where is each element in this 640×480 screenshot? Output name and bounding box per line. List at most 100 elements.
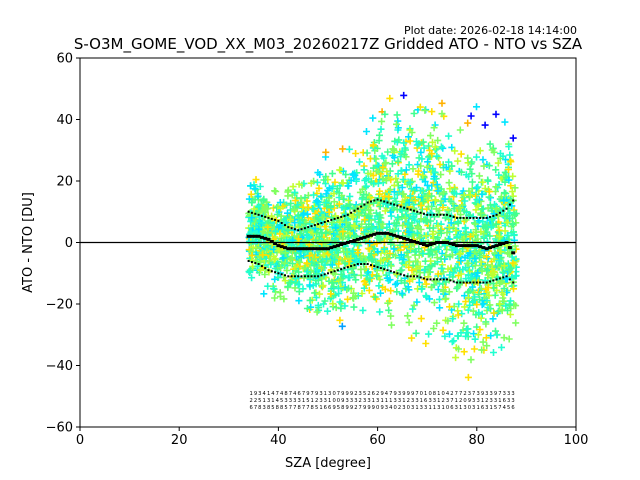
data-point (380, 245, 388, 253)
data-point (496, 300, 504, 308)
data-point (313, 308, 321, 316)
data-point (369, 141, 377, 149)
data-point (410, 110, 418, 117)
data-point (333, 264, 341, 272)
data-point (404, 312, 412, 320)
bin-count-digit: 7 (459, 391, 462, 397)
data-point (471, 254, 479, 262)
data-point (439, 204, 447, 211)
mean-minus-std-marker (307, 275, 310, 278)
mean-minus-std-marker (327, 272, 329, 275)
data-point (494, 159, 502, 167)
bin-count-digit: 5 (306, 398, 309, 404)
data-point (413, 229, 421, 237)
data-point (456, 126, 464, 134)
data-point (416, 269, 424, 277)
data-point (406, 192, 414, 200)
mean-marker (299, 247, 304, 251)
bin-count-digit: 1 (389, 398, 392, 404)
data-point (440, 188, 448, 196)
data-point (306, 233, 314, 241)
mean-plus-std-marker (462, 216, 465, 219)
mean-plus-std-marker (389, 202, 392, 205)
bin-count-digit: 4 (263, 391, 267, 397)
bin-count-digit: 1 (420, 398, 423, 404)
data-point (269, 285, 277, 292)
bin-count-digit: 7 (302, 405, 305, 411)
data-point (248, 214, 256, 222)
data-point (394, 170, 402, 178)
data-point (506, 266, 514, 274)
mean-marker (448, 242, 453, 245)
data-point (254, 240, 262, 248)
data-point (400, 91, 408, 99)
data-point (330, 198, 338, 206)
data-point (350, 303, 358, 311)
data-point (336, 316, 344, 324)
mean-plus-std-marker (419, 211, 422, 214)
data-point (475, 291, 483, 298)
bin-count-digit: 3 (490, 398, 493, 404)
data-point (289, 183, 297, 191)
data-point (314, 301, 322, 309)
data-point (487, 223, 495, 231)
bin-count-digit: 5 (284, 405, 287, 411)
mean-marker (378, 231, 383, 235)
mean-plus-std-marker (502, 209, 505, 212)
data-point (507, 182, 515, 190)
x-tick-label: 0 (76, 433, 84, 448)
data-point (490, 309, 498, 317)
data-point (498, 193, 505, 201)
data-point (311, 225, 319, 233)
bin-count-digit: 0 (428, 391, 431, 397)
data-point (482, 334, 490, 342)
data-point (446, 271, 454, 279)
data-point (433, 319, 441, 327)
bin-count-digit: 9 (372, 405, 375, 411)
bin-count-digit: 1 (437, 398, 440, 404)
mean-minus-std-marker (360, 263, 363, 265)
data-point (507, 297, 514, 305)
data-point (413, 138, 420, 145)
data-point (488, 264, 496, 272)
data-point (296, 218, 304, 226)
data-point (431, 143, 439, 151)
data-point (374, 248, 382, 256)
bin-count-digit: 3 (446, 398, 449, 404)
data-point (252, 176, 260, 184)
data-point (425, 268, 433, 276)
data-point (258, 207, 266, 215)
mean-minus-std-marker (290, 275, 293, 278)
bin-count-digit: 7 (276, 391, 279, 397)
bin-count-digit: 2 (254, 398, 257, 404)
data-point (407, 245, 414, 253)
data-point (312, 254, 319, 261)
data-point (458, 310, 466, 318)
data-point (410, 301, 418, 309)
mean-marker (316, 247, 321, 251)
bin-count-digit: 3 (376, 398, 379, 404)
mean-plus-std-marker (320, 222, 323, 224)
data-point (439, 144, 447, 152)
mean-plus-std-marker (260, 214, 263, 217)
mean-plus-std-marker (459, 216, 462, 219)
data-point (385, 306, 393, 314)
data-point (365, 214, 373, 222)
bin-count-digit: 4 (503, 405, 507, 411)
mean-minus-std-marker (489, 280, 491, 283)
data-point (393, 219, 401, 227)
mean-marker (369, 233, 373, 237)
data-point (247, 228, 255, 236)
data-point (303, 268, 311, 276)
mean-marker (425, 244, 430, 248)
data-point (472, 192, 480, 200)
data-point (277, 264, 285, 272)
data-point (263, 229, 271, 237)
data-point (387, 240, 395, 248)
data-point (346, 192, 354, 200)
data-point (329, 300, 337, 308)
data-point (471, 248, 479, 256)
bin-count-digit: 1 (271, 398, 274, 404)
data-point (397, 277, 405, 285)
bin-count-digit: 4 (385, 391, 389, 397)
